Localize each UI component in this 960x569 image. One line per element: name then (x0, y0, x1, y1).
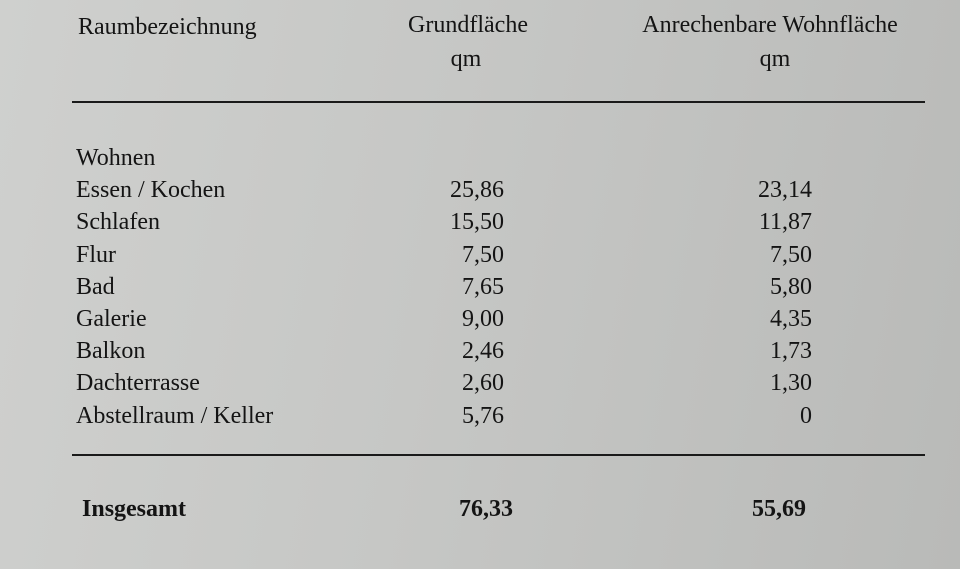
room-name: Flur (76, 241, 117, 268)
total-label: Insgesamt (82, 496, 187, 522)
living-value: 1,30 (770, 370, 812, 397)
total-living: 55,69 (752, 496, 806, 522)
area-value: 7,50 (462, 241, 504, 268)
area-value: 2,60 (462, 370, 504, 397)
living-value: 23,14 (758, 177, 812, 204)
living-value: 4,35 (770, 306, 812, 332)
total-area: 76,33 (459, 496, 513, 522)
room-name: Bad (76, 273, 115, 300)
header-living: Anrechenbare Wohnfläche (642, 12, 898, 38)
area-value: 2,46 (462, 338, 504, 365)
room-name: Wohnen (76, 145, 156, 171)
header-area-unit: qm (450, 46, 482, 72)
header-room: Raumbezeichnung (78, 14, 257, 40)
header-living-unit: qm (759, 46, 791, 72)
living-value: 11,87 (758, 209, 812, 236)
room-name: Galerie (76, 306, 147, 332)
area-value: 9,00 (462, 306, 504, 332)
living-value: 5,80 (770, 273, 812, 300)
room-name: Essen / Kochen (76, 177, 226, 204)
header-area: Grundfläche (408, 12, 528, 38)
living-value: 0 (800, 402, 812, 429)
area-value: 5,76 (462, 402, 504, 429)
room-name: Balkon (76, 338, 146, 365)
area-value: 25,86 (450, 177, 504, 204)
room-name: Schlafen (76, 209, 160, 236)
living-value: 7,50 (770, 241, 812, 268)
rule (72, 454, 925, 456)
rule (72, 101, 925, 103)
area-value: 15,50 (450, 209, 504, 236)
room-name: Dachterrasse (76, 370, 200, 397)
area-value: 7,65 (462, 273, 504, 300)
room-name: Abstellraum / Keller (76, 402, 274, 429)
living-value: 1,73 (770, 338, 812, 365)
